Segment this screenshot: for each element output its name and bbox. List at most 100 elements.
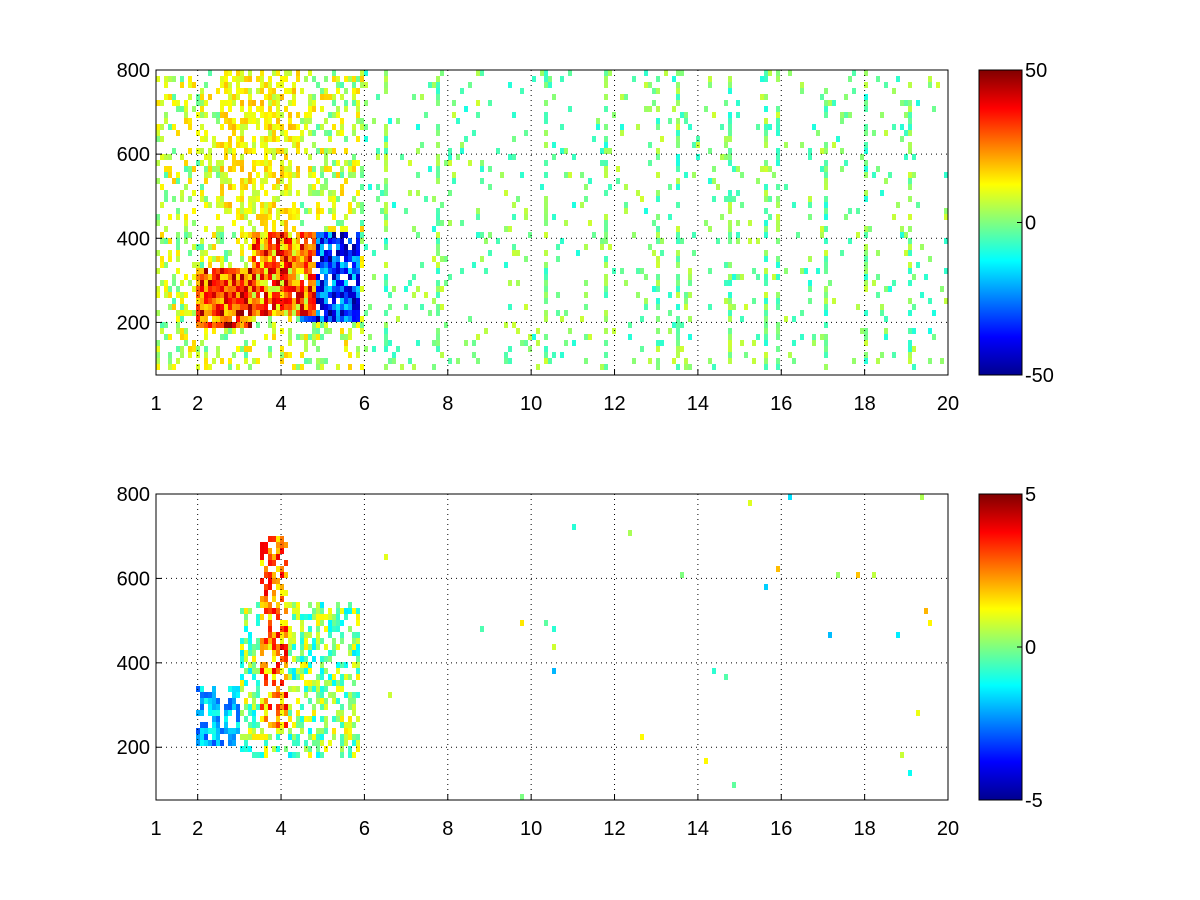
heatmap-cell: [200, 136, 204, 142]
heatmap-cell: [680, 346, 684, 352]
heatmap-cell: [352, 710, 356, 716]
heatmap-cell: [192, 244, 196, 250]
heatmap-cell: [504, 322, 508, 328]
heatmap-cell: [356, 262, 360, 268]
heatmap-cell: [920, 292, 924, 298]
heatmap-cell: [900, 136, 904, 142]
heatmap-cell: [764, 268, 768, 274]
heatmap-cell: [208, 154, 212, 160]
heatmap-cell: [240, 644, 244, 650]
heatmap-cell: [240, 298, 244, 304]
heatmap-cell: [356, 244, 360, 250]
heatmap-cell: [204, 698, 208, 704]
heatmap-cell: [336, 602, 340, 608]
heatmap-cell: [356, 280, 360, 286]
heatmap-cell: [340, 722, 344, 728]
heatmap-cell: [228, 698, 232, 704]
heatmap-cell: [316, 178, 320, 184]
heatmap-cell: [276, 734, 280, 740]
heatmap-cell: [352, 304, 356, 310]
heatmap-cell: [324, 118, 328, 124]
heatmap-cell: [604, 148, 608, 154]
heatmap-cell: [328, 620, 332, 626]
heatmap-cell: [216, 196, 220, 202]
heatmap-cell: [320, 638, 324, 644]
heatmap-cell: [300, 286, 304, 292]
heatmap-cell: [320, 238, 324, 244]
heatmap-cell: [280, 172, 284, 178]
heatmap-cell: [300, 656, 304, 662]
heatmap-cell: [352, 172, 356, 178]
heatmap-cell: [228, 322, 232, 328]
heatmap-cell: [276, 112, 280, 118]
heatmap-cell: [320, 250, 324, 256]
heatmap-cell: [824, 256, 828, 262]
heatmap-cell: [656, 214, 660, 220]
heatmap-cell: [688, 124, 692, 130]
heatmap-cell: [288, 602, 292, 608]
heatmap-cell: [464, 106, 468, 112]
heatmap-cell: [300, 614, 304, 620]
heatmap-cell: [212, 328, 216, 334]
heatmap-cell: [864, 172, 868, 178]
heatmap-cell: [284, 298, 288, 304]
heatmap-cell: [344, 286, 348, 292]
heatmap-cell: [540, 184, 544, 190]
heatmap-cell: [612, 112, 616, 118]
heatmap-cell: [348, 722, 352, 728]
heatmap-cell: [356, 656, 360, 662]
heatmap-cell: [244, 232, 248, 238]
heatmap-cell: [764, 166, 768, 172]
heatmap-cell: [388, 692, 392, 698]
heatmap-cell: [476, 214, 480, 220]
heatmap-cell: [228, 118, 232, 124]
heatmap-cell: [396, 316, 400, 322]
heatmap-cell: [188, 76, 192, 82]
heatmap-cell: [212, 268, 216, 274]
heatmap-cell: [332, 304, 336, 310]
heatmap-cell: [736, 100, 740, 106]
heatmap-cell: [316, 274, 320, 280]
heatmap-cell: [260, 232, 264, 238]
heatmap-cell: [340, 172, 344, 178]
heatmap-cell: [900, 124, 904, 130]
heatmap-cell: [224, 280, 228, 286]
heatmap-cell: [220, 304, 224, 310]
heatmap-cell: [864, 100, 868, 106]
heatmap-cell: [284, 650, 288, 656]
heatmap-cell: [300, 256, 304, 262]
heatmap-cell: [388, 118, 392, 124]
heatmap-cell: [352, 286, 356, 292]
heatmap-cell: [656, 106, 660, 112]
heatmap-cell: [276, 304, 280, 310]
heatmap-cell: [288, 626, 292, 632]
heatmap-cell: [864, 286, 868, 292]
heatmap-cell: [676, 334, 680, 340]
heatmap-cell: [340, 250, 344, 256]
heatmap-cell: [252, 734, 256, 740]
heatmap-cell: [264, 602, 268, 608]
heatmap-cell: [324, 94, 328, 100]
heatmap-cell: [272, 596, 276, 602]
heatmap-cell: [268, 94, 272, 100]
heatmap-cell: [840, 148, 844, 154]
heatmap-cell: [704, 106, 708, 112]
heatmap-cell: [660, 250, 664, 256]
heatmap-cell: [808, 280, 812, 286]
heatmap-cell: [912, 304, 916, 310]
heatmap-cell: [284, 262, 288, 268]
heatmap-cell: [764, 328, 768, 334]
heatmap-cell: [756, 124, 760, 130]
heatmap-cell: [228, 310, 232, 316]
heatmap-cell: [196, 734, 200, 740]
heatmap-cell: [376, 94, 380, 100]
heatmap-cell: [336, 686, 340, 692]
heatmap-cell: [848, 208, 852, 214]
heatmap-cell: [264, 668, 268, 674]
heatmap-cell: [316, 322, 320, 328]
heatmap-cell: [300, 88, 304, 94]
heatmap-cell: [692, 142, 696, 148]
heatmap-cell: [156, 100, 160, 106]
heatmap-cell: [340, 232, 344, 238]
heatmap-cell: [212, 710, 216, 716]
